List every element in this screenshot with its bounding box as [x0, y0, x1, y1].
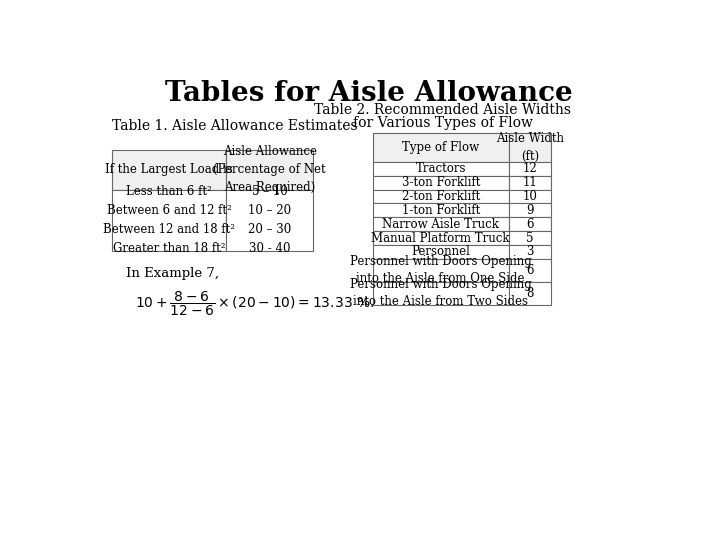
Bar — [373, 162, 508, 176]
Bar — [508, 162, 551, 176]
Bar — [373, 190, 508, 204]
Text: 6: 6 — [526, 264, 534, 277]
Bar — [508, 176, 551, 190]
Text: 3-ton Forklift: 3-ton Forklift — [402, 176, 480, 189]
Text: Table 1. Aisle Allowance Estimates: Table 1. Aisle Allowance Estimates — [112, 119, 357, 132]
Text: Personnel with Doors Opening
into the Aisle from One Side: Personnel with Doors Opening into the Ai… — [350, 255, 531, 285]
Bar — [373, 204, 508, 217]
Text: Narrow Aisle Truck: Narrow Aisle Truck — [382, 218, 499, 231]
Text: 11: 11 — [523, 176, 537, 189]
Text: Personnel with Doors Opening
into the Aisle from Two Sides: Personnel with Doors Opening into the Ai… — [350, 279, 531, 308]
Text: 6: 6 — [526, 218, 534, 231]
Bar — [112, 190, 226, 251]
Bar — [508, 132, 551, 162]
Bar — [373, 176, 508, 190]
Bar — [373, 231, 508, 245]
Bar — [226, 150, 313, 190]
Text: 5 – 10
10 – 20
20 – 30
30 - 40: 5 – 10 10 – 20 20 – 30 30 - 40 — [248, 185, 292, 255]
Text: Tractors: Tractors — [415, 162, 466, 176]
Bar — [508, 259, 551, 282]
Bar — [508, 204, 551, 217]
Bar — [508, 245, 551, 259]
Text: 3: 3 — [526, 245, 534, 259]
Text: 10: 10 — [523, 190, 537, 203]
Text: 9: 9 — [526, 204, 534, 217]
Bar — [373, 132, 508, 162]
Text: 1-ton Forklift: 1-ton Forklift — [402, 204, 480, 217]
Text: 2-ton Forklift: 2-ton Forklift — [402, 190, 480, 203]
Text: Personnel: Personnel — [411, 245, 470, 259]
Text: Tables for Aisle Allowance: Tables for Aisle Allowance — [165, 80, 573, 107]
Text: 12: 12 — [523, 162, 537, 176]
Bar — [112, 150, 226, 190]
Text: Table 2. Recommended Aisle Widths: Table 2. Recommended Aisle Widths — [314, 103, 571, 117]
Text: Manual Platform Truck: Manual Platform Truck — [372, 232, 510, 245]
Text: If the Largest Load is: If the Largest Load is — [105, 163, 233, 176]
Bar — [226, 190, 313, 251]
Bar — [508, 190, 551, 204]
Bar — [373, 259, 508, 282]
Text: 8: 8 — [526, 287, 534, 300]
Bar — [508, 282, 551, 305]
Text: Aisle Allowance
(Percentage of Net
Area Required): Aisle Allowance (Percentage of Net Area … — [214, 145, 326, 194]
Text: 5: 5 — [526, 232, 534, 245]
Text: Less than 6 ft²
Between 6 and 12 ft²
Between 12 and 18 ft²
Greater than 18 ft²: Less than 6 ft² Between 6 and 12 ft² Bet… — [103, 185, 235, 255]
Text: Aisle Width
(ft): Aisle Width (ft) — [496, 132, 564, 163]
Bar — [373, 282, 508, 305]
Bar — [373, 217, 508, 231]
Bar — [373, 245, 508, 259]
Text: In Example 7,: In Example 7, — [126, 267, 219, 280]
Bar — [508, 231, 551, 245]
Text: Type of Flow: Type of Flow — [402, 141, 480, 154]
Bar — [508, 217, 551, 231]
Text: $10 + \dfrac{8-6}{12-6} \times (20-10) = 13.33\ \%.$: $10 + \dfrac{8-6}{12-6} \times (20-10) =… — [135, 289, 374, 318]
Text: for Various Types of Flow: for Various Types of Flow — [353, 116, 533, 130]
